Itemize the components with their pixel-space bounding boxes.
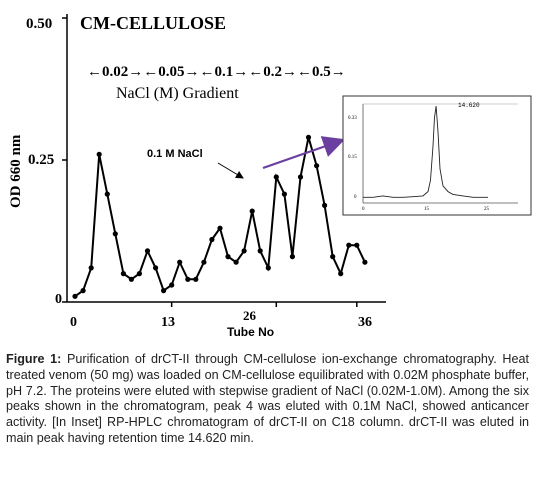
chart-title: CM-CELLULOSE bbox=[80, 13, 226, 33]
data-point bbox=[362, 259, 368, 265]
annotation-arrow bbox=[217, 162, 244, 179]
data-point bbox=[346, 242, 352, 248]
data-point bbox=[225, 254, 231, 260]
data-point bbox=[257, 248, 263, 254]
chromatogram-figure: 0.50 0.25 0 OD 660 nm 0 13 26 36 Tube No… bbox=[8, 13, 532, 339]
data-point bbox=[96, 151, 102, 157]
y-axis-label: OD 660 nm bbox=[8, 134, 24, 208]
data-point bbox=[144, 248, 151, 254]
caption-label: Figure 1: bbox=[6, 352, 62, 366]
inset-pointer-arrow bbox=[262, 136, 346, 170]
data-point bbox=[120, 271, 126, 277]
x-tick-label-26: 26 bbox=[243, 308, 257, 323]
y-tick-label-0: 0 bbox=[55, 292, 62, 307]
x-tick-label-13: 13 bbox=[161, 315, 175, 330]
data-point bbox=[233, 259, 239, 265]
data-point bbox=[354, 242, 360, 248]
data-point bbox=[241, 248, 247, 254]
data-point bbox=[80, 288, 86, 294]
data-point bbox=[338, 271, 344, 277]
x-tick-label-0: 0 bbox=[70, 315, 77, 330]
inset-chart: 0.33 0.15 0 0 15 25 14.620 bbox=[342, 95, 532, 216]
figure-caption: Figure 1: Purification of drCT-II throug… bbox=[6, 352, 529, 447]
data-point bbox=[322, 202, 328, 208]
data-point bbox=[185, 276, 191, 282]
data-point bbox=[88, 265, 94, 271]
data-point bbox=[281, 191, 287, 197]
data-point bbox=[217, 225, 223, 231]
data-point bbox=[330, 254, 336, 260]
data-point bbox=[209, 236, 215, 243]
data-point bbox=[161, 288, 167, 294]
data-point bbox=[265, 265, 271, 271]
main-series-line bbox=[74, 137, 366, 298]
gradient-steps: ←0.02→←0.05→←0.1→←0.2→←0.5→ bbox=[87, 64, 346, 80]
annotation-label: 0.1 M NaCl bbox=[147, 148, 203, 160]
inset-y-tick-033: 0.33 bbox=[348, 116, 357, 121]
inset-x-tick-25: 25 bbox=[484, 207, 490, 212]
x-axis-label: Tube No bbox=[227, 325, 274, 339]
data-point bbox=[169, 282, 175, 288]
inset-series-line bbox=[363, 106, 488, 198]
data-point bbox=[297, 174, 304, 180]
data-point bbox=[104, 191, 110, 197]
data-point bbox=[305, 134, 312, 140]
data-point bbox=[112, 231, 118, 237]
data-point bbox=[249, 208, 255, 214]
x-tick-label-36: 36 bbox=[358, 315, 372, 330]
data-point bbox=[289, 254, 295, 260]
inset-y-tick-0: 0 bbox=[354, 195, 357, 200]
main-series-points bbox=[72, 134, 368, 299]
data-point bbox=[72, 293, 78, 299]
data-point bbox=[177, 259, 183, 265]
data-point bbox=[273, 174, 279, 180]
data-point bbox=[193, 276, 199, 282]
inset-x-tick-15: 15 bbox=[424, 207, 430, 212]
data-point bbox=[153, 265, 159, 271]
main-axis-ticks bbox=[62, 17, 358, 307]
data-point bbox=[314, 163, 320, 169]
y-tick-label-050: 0.50 bbox=[26, 16, 52, 32]
inset-y-tick-015: 0.15 bbox=[348, 155, 357, 160]
data-point bbox=[136, 271, 142, 277]
y-tick-label-025: 0.25 bbox=[28, 152, 54, 168]
inset-peak-label: 14.620 bbox=[458, 102, 480, 109]
gradient-label: NaCl (M) Gradient bbox=[116, 85, 239, 102]
caption-text: Purification of drCT-II through CM-cellu… bbox=[6, 352, 529, 445]
inset-x-tick-0: 0 bbox=[362, 207, 365, 212]
data-point bbox=[201, 259, 207, 265]
data-point bbox=[128, 276, 134, 282]
